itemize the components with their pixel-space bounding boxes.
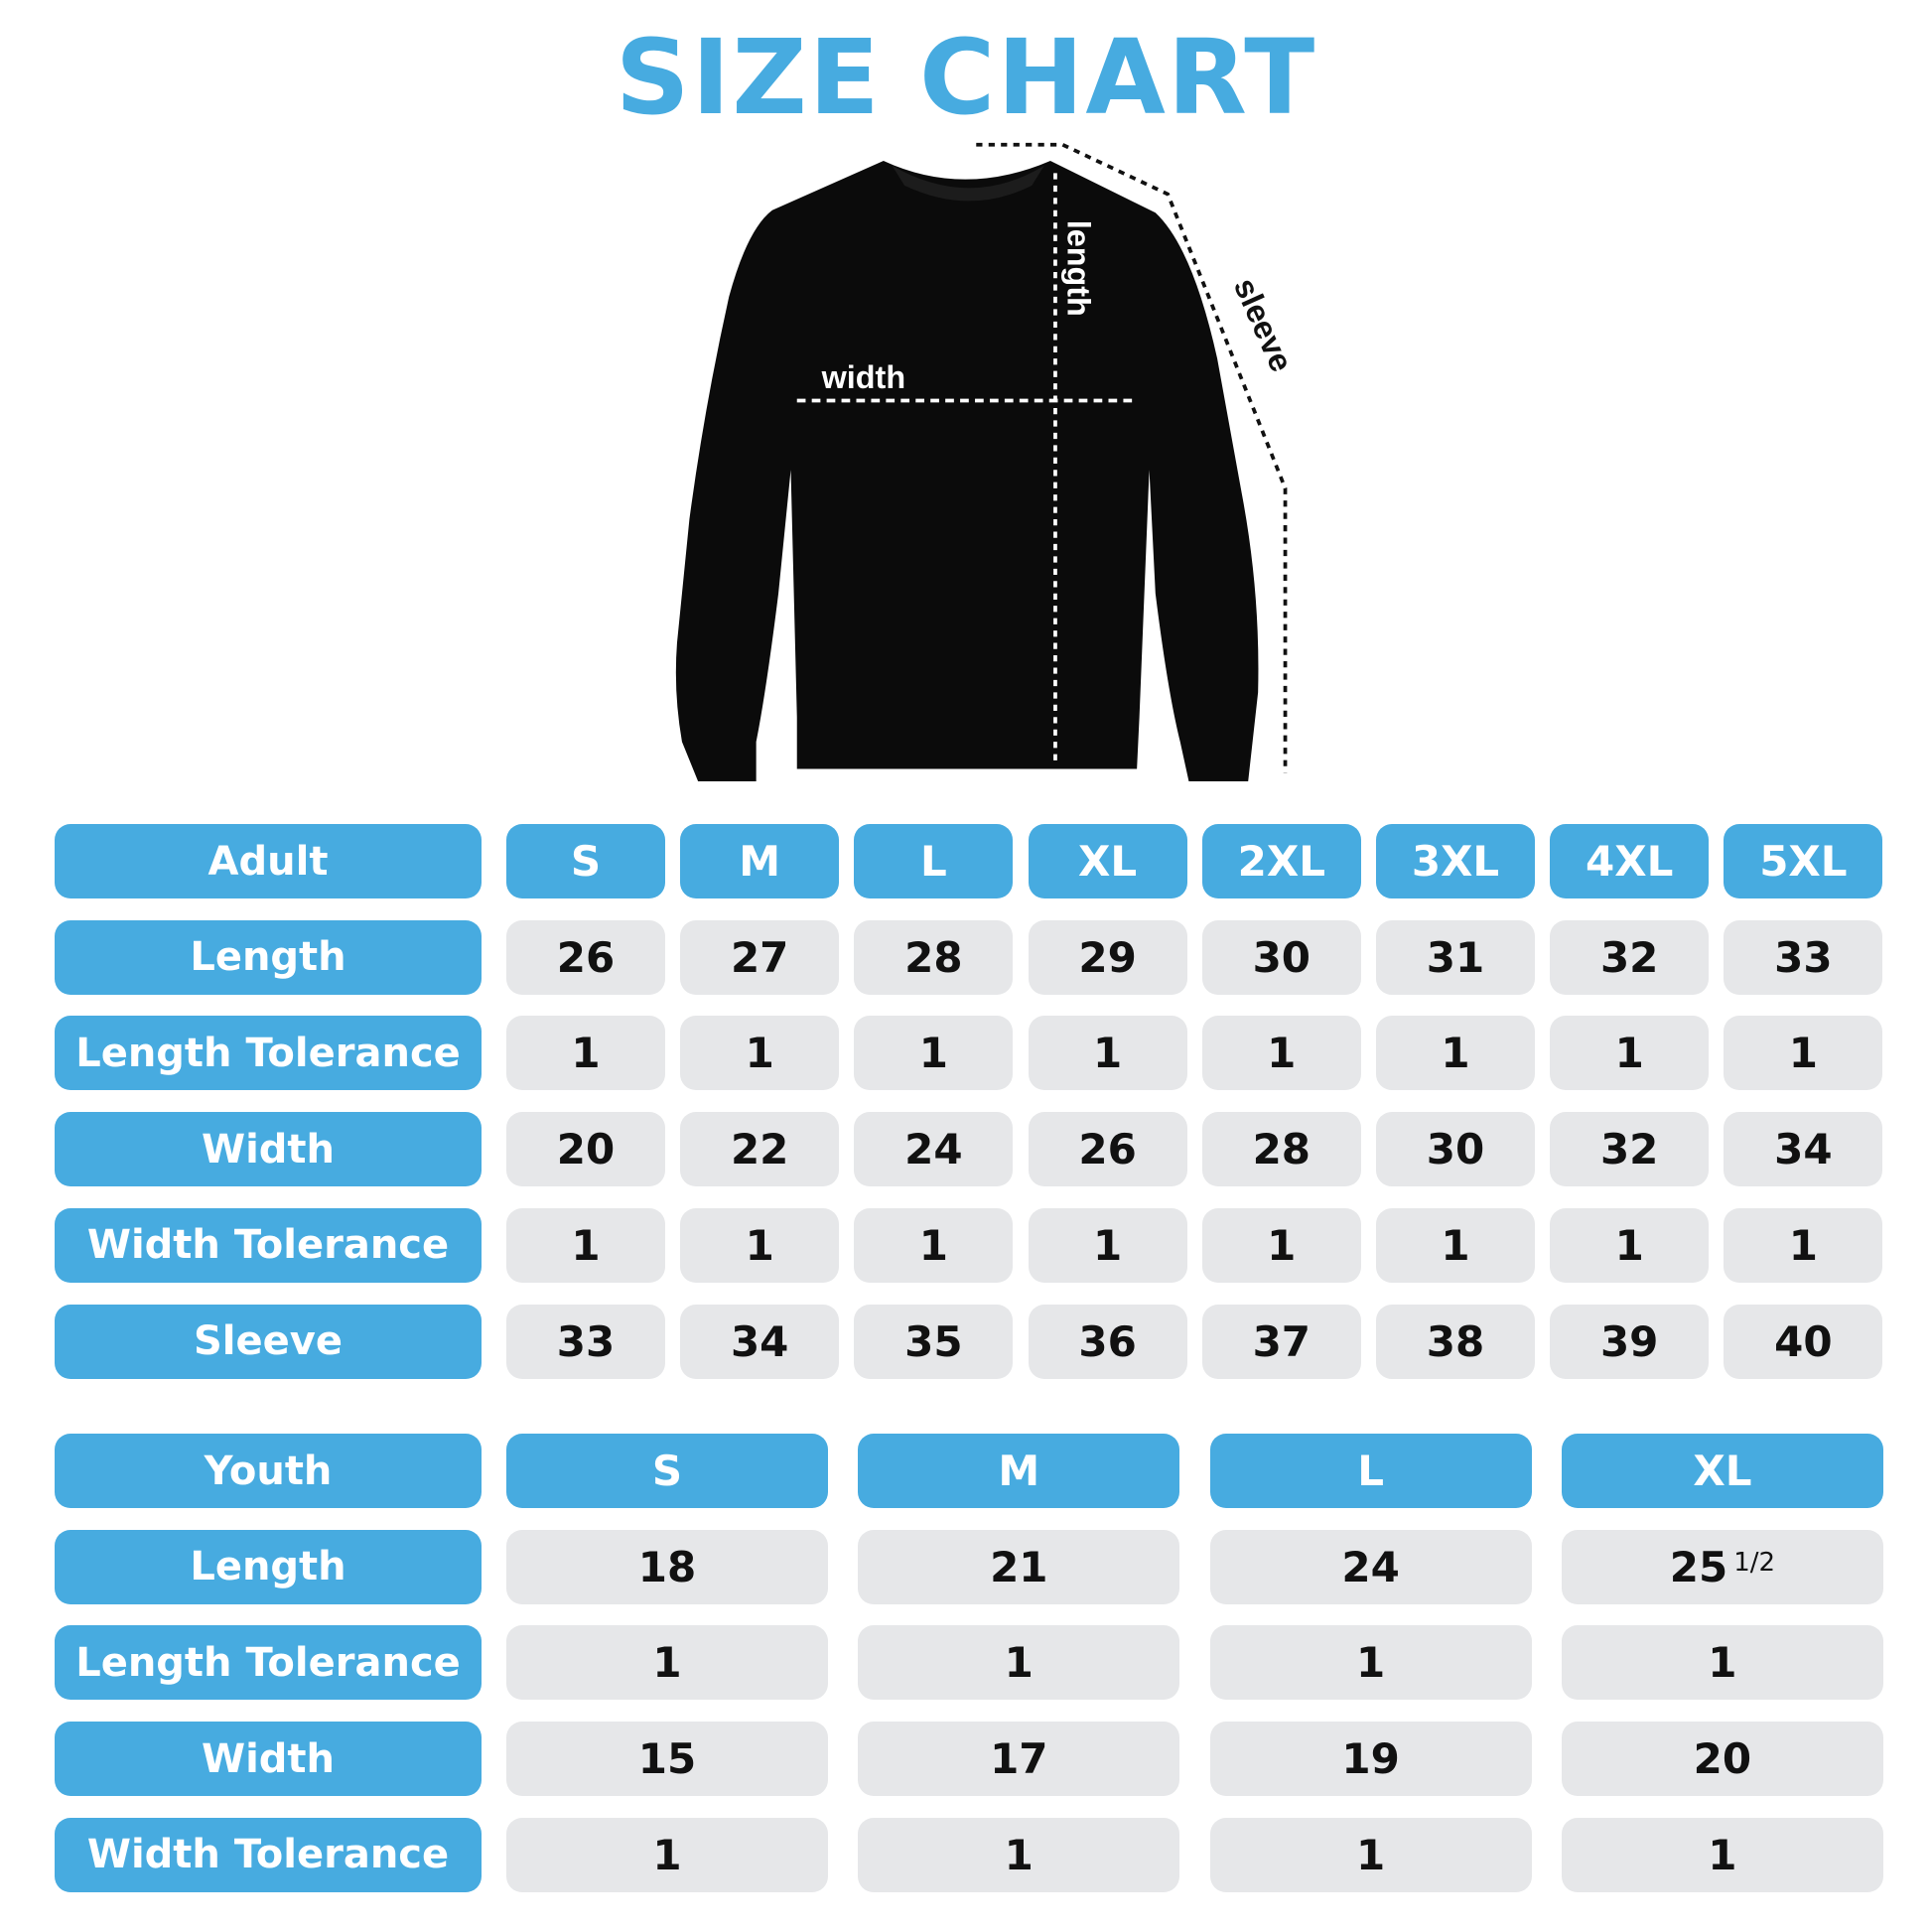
table-cell: 1 — [1376, 1207, 1535, 1283]
table-cell: 17 — [858, 1722, 1180, 1797]
table-cell: 1 — [506, 1207, 665, 1283]
adult-header-label: Adult — [55, 824, 482, 898]
table-cell: 1 — [1724, 1207, 1883, 1283]
table-cell: 1 — [1550, 1016, 1710, 1091]
table-cell: 1 — [1550, 1207, 1710, 1283]
table-cell: 28 — [1201, 1112, 1361, 1187]
table-cell: 38 — [1376, 1304, 1535, 1379]
collar — [892, 165, 1044, 202]
size-header-m: M — [680, 824, 840, 898]
table-cell: 27 — [680, 919, 840, 995]
cell-fraction: 1/2 — [1733, 1548, 1776, 1579]
table-cell: 1 — [1028, 1016, 1187, 1091]
table-cell: 31 — [1376, 919, 1535, 995]
size-header-s: S — [506, 1434, 828, 1508]
table-cell: 1 — [506, 1625, 828, 1701]
table-cell: 1 — [506, 1016, 665, 1091]
table-cell: 21 — [858, 1529, 1180, 1604]
table-cell: 36 — [1028, 1304, 1187, 1379]
table-cell: 1 — [1724, 1016, 1883, 1091]
size-header-3xl: 3XL — [1376, 824, 1535, 898]
youth-header-label: Youth — [55, 1434, 482, 1508]
table-cell: 33 — [1724, 919, 1883, 995]
table-cell: 1 — [858, 1817, 1180, 1892]
table-cell: 30 — [1201, 919, 1361, 995]
row-label-width: Width — [55, 1112, 482, 1187]
table-cell: 20 — [1561, 1722, 1883, 1797]
table-cell: 33 — [506, 1304, 665, 1379]
row-label-length-tolerance: Length Tolerance — [55, 1625, 482, 1701]
table-cell: 19 — [1209, 1722, 1532, 1797]
row-label-width-tolerance: Width Tolerance — [55, 1817, 482, 1892]
sweatshirt-diagram: width length sleeve — [675, 142, 1298, 781]
table-cell: 1 — [1028, 1207, 1187, 1283]
length-label: length — [1060, 220, 1096, 317]
table-cell: 34 — [1724, 1112, 1883, 1187]
table-cell: 35 — [854, 1304, 1014, 1379]
table-cell: 28 — [854, 919, 1014, 995]
table-cell: 24 — [1209, 1529, 1532, 1604]
sleeve-label: sleeve — [1227, 273, 1298, 377]
row-label-width-tolerance: Width Tolerance — [55, 1207, 482, 1283]
table-cell: 39 — [1550, 1304, 1710, 1379]
row-label-length: Length — [55, 1529, 482, 1604]
table-cell: 1 — [854, 1016, 1014, 1091]
table-cell: 1 — [858, 1625, 1180, 1701]
table-cell: 22 — [680, 1112, 840, 1187]
row-label-sleeve: Sleeve — [55, 1304, 482, 1379]
size-header-xl: XL — [1028, 824, 1187, 898]
table-cell: 1 — [680, 1207, 840, 1283]
size-header-4xl: 4XL — [1550, 824, 1710, 898]
table-cell: 32 — [1550, 919, 1710, 995]
table-cell: 37 — [1201, 1304, 1361, 1379]
table-cell: 26 — [506, 919, 665, 995]
table-cell: 26 — [1028, 1112, 1187, 1187]
table-cell: 40 — [1724, 1304, 1883, 1379]
size-header-xl: XL — [1561, 1434, 1883, 1508]
table-cell: 30 — [1376, 1112, 1535, 1187]
size-header-l: L — [854, 824, 1014, 898]
size-header-l: L — [1209, 1434, 1532, 1508]
table-cell: 1 — [1376, 1016, 1535, 1091]
table-cell: 18 — [506, 1529, 828, 1604]
size-header-m: M — [858, 1434, 1180, 1508]
table-cell: 1 — [854, 1207, 1014, 1283]
row-label-length-tolerance: Length Tolerance — [55, 1016, 482, 1091]
sweatshirt-shape — [675, 160, 1259, 781]
size-header-2xl: 2XL — [1201, 824, 1361, 898]
row-label-length: Length — [55, 919, 482, 995]
table-cell: 1 — [1201, 1016, 1361, 1091]
table-cell: 1 — [680, 1016, 840, 1091]
table-cell: 24 — [854, 1112, 1014, 1187]
table-cell: 29 — [1028, 919, 1187, 995]
table-cell: 1 — [1561, 1625, 1883, 1701]
table-cell: 1 — [1201, 1207, 1361, 1283]
width-label: width — [821, 359, 905, 395]
table-cell: 20 — [506, 1112, 665, 1187]
table-cell: 34 — [680, 1304, 840, 1379]
table-cell: 1 — [1209, 1817, 1532, 1892]
size-header-s: S — [506, 824, 665, 898]
sleeve-line — [976, 142, 1288, 773]
table-cell: 32 — [1550, 1112, 1710, 1187]
table-cell: 1 — [1561, 1817, 1883, 1892]
cell-whole: 25 — [1669, 1542, 1728, 1591]
table-cell: 15 — [506, 1722, 828, 1797]
table-cell: 1 — [1209, 1625, 1532, 1701]
size-header-5xl: 5XL — [1724, 824, 1883, 898]
row-label-width: Width — [55, 1722, 482, 1797]
page-title: SIZE CHART — [615, 17, 1317, 138]
table-cell: 25 1/2 — [1561, 1529, 1883, 1604]
table-cell: 1 — [506, 1817, 828, 1892]
